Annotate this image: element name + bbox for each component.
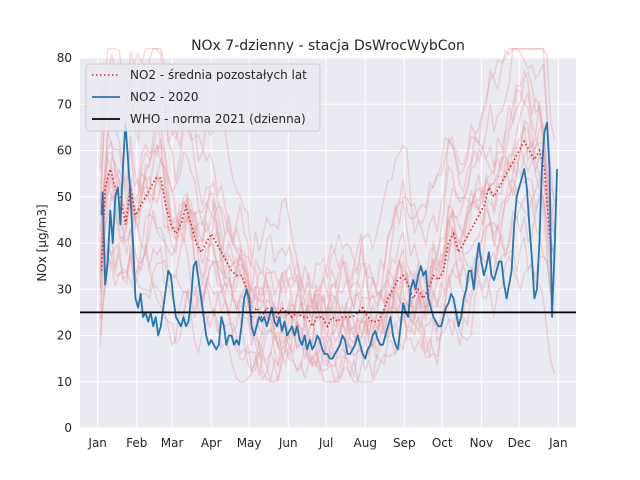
history-line <box>99 123 556 360</box>
history-line <box>99 68 556 322</box>
legend-box <box>85 63 321 132</box>
history-line <box>99 178 556 379</box>
history-line <box>99 100 556 362</box>
x-tick-label: Nov <box>470 436 493 450</box>
x-tick-label: Sep <box>393 436 416 450</box>
x-gridlines <box>97 58 559 428</box>
chart-title: NOx 7-dzienny - stacja DsWrocWybCon <box>191 38 465 54</box>
history-line <box>99 249 556 383</box>
x-tick-label: Jul <box>318 436 333 450</box>
x-tick-label: Jun <box>278 436 298 450</box>
y-tick-labels: 0 10 20 30 40 50 60 70 80 <box>57 51 72 435</box>
x-tick-label: May <box>237 436 262 450</box>
legend: NO2 - średnia pozostałych lat NO2 - 2020… <box>85 63 321 132</box>
x-tick-label: Feb <box>126 436 147 450</box>
x-tick-label: Mar <box>161 436 184 450</box>
y-tick-label: 80 <box>57 51 72 65</box>
x-tick-label: Oct <box>432 436 453 450</box>
y-tick-label: 30 <box>57 282 72 296</box>
x-tick-label: Aug <box>354 436 377 450</box>
history-line <box>99 124 556 367</box>
legend-label-current: NO2 - 2020 <box>130 90 199 104</box>
x-tick-label: Dec <box>508 436 531 450</box>
history-line <box>99 140 556 368</box>
y-tick-label: 70 <box>57 97 72 111</box>
series-lines <box>80 121 576 360</box>
x-tick-labels: Jan Feb Mar Apr May Jun Jul Aug Sep Oct Nov Dec Jan <box>87 436 567 450</box>
y-tick-label: 20 <box>57 329 72 343</box>
y-tick-label: 10 <box>57 375 72 389</box>
history-line <box>99 88 555 338</box>
y-tick-label: 60 <box>57 144 72 158</box>
history-line <box>99 126 556 349</box>
legend-label-who: WHO - norma 2021 (dzienna) <box>130 112 306 126</box>
x-tick-label: Apr <box>201 436 222 450</box>
series-line-2020 <box>100 121 558 360</box>
x-tick-label: Jan <box>548 436 568 450</box>
y-tick-label: 50 <box>57 190 72 204</box>
history-line <box>99 48 556 316</box>
history-line <box>99 48 556 296</box>
y-axis-label: NOx [µg/m3] <box>35 204 49 281</box>
history-line <box>99 119 555 362</box>
y-tick-label: 40 <box>57 236 72 250</box>
legend-label-avg: NO2 - średnia pozostałych lat <box>130 68 307 82</box>
y-tick-label: 0 <box>64 421 72 435</box>
history-line <box>99 48 556 313</box>
history-line <box>99 236 556 383</box>
x-tick-label: Jan <box>87 436 107 450</box>
series-line-avg <box>100 139 553 328</box>
history-line <box>99 176 556 383</box>
history-line <box>99 192 556 359</box>
